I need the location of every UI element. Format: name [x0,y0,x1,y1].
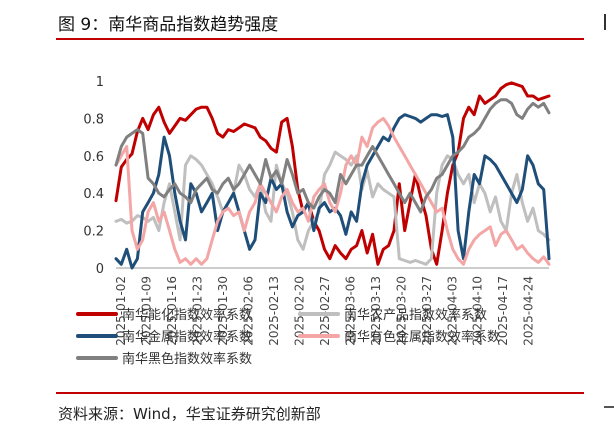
x-tick-label: 2025-01-30 [216,276,230,346]
y-tick-label: 1 [96,75,104,90]
x-tick-label: 2025-02-20 [292,276,306,346]
y-tick-label: 0.4 [83,187,104,202]
series-line-5 [114,98,551,214]
x-tick-label: 2025-03-06 [343,276,357,346]
x-tick-label: 2025-02-27 [318,276,332,346]
x-tick-label: 2025-03-27 [420,276,434,346]
adjacent-figure-edge [604,14,614,30]
adjacent-figure-edge-bottom [604,406,614,420]
x-tick-label: 2025-01-02 [114,276,128,346]
series-line-1 [114,81,551,266]
footer-divider [56,392,584,394]
y-tick-label: 0.8 [83,112,104,127]
legend-label: 南华黑色指数效率系数 [122,351,252,367]
x-tick-label: 2025-01-16 [165,276,179,346]
x-tick-label: 2025-02-13 [267,276,281,346]
x-tick-label: 2025-04-17 [496,276,510,346]
chart-axes: 0 0.2 0.4 0.6 0.8 1 2025-01-02 2025-01-09 2025-0… [83,75,549,346]
trend-strength-chart: 0 0.2 0.4 0.6 0.8 1 2025-01-02 2025-01-09 2025-0… [76,75,551,367]
chart-series [114,81,551,270]
legend-label: 南华农产品指数效率系数 [344,307,487,323]
x-tick-label: 2025-02-06 [241,276,255,346]
figure-title: 图 9：南华商品指数趋势强度 [58,15,279,35]
x-tick-label: 2025-03-13 [369,276,383,346]
source-note: 资料来源：Wind，华宝证券研究创新部 [58,405,321,423]
y-tick-label: 0.6 [83,150,104,165]
y-tick-label: 0 [96,262,104,277]
legend-label: 南华有色金属指数效率系数 [344,329,500,345]
series-line-2 [114,150,551,266]
header-divider [56,38,584,40]
x-tick-label: 2025-01-23 [190,276,204,346]
x-tick-label: 2025-04-03 [445,276,459,346]
legend-label: 南华金属指数效率系数 [122,329,252,345]
series-line-4 [114,116,551,266]
x-tick-label: 2025-01-09 [139,276,153,346]
x-tick-label: 2025-04-10 [471,276,485,346]
x-tick-label: 2025-04-24 [522,276,536,346]
x-tick-label: 2025-03-20 [394,276,408,346]
legend-label: 南华能化指数效率系数 [122,307,252,323]
y-tick-label: 0.2 [83,225,104,240]
figure-header: 图 9：南华商品指数趋势强度 [0,0,614,40]
